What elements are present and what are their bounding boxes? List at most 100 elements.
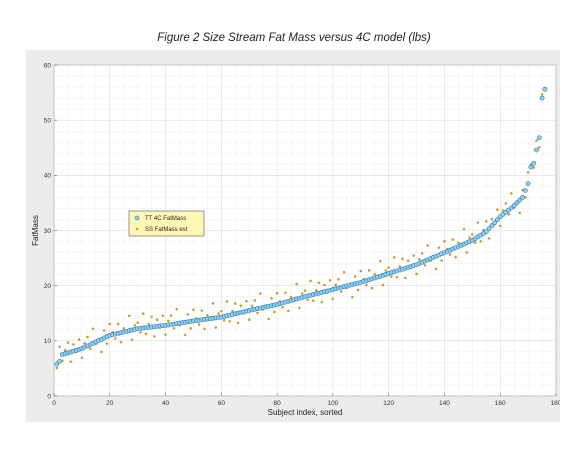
legend-marker-tt-4c	[134, 215, 140, 221]
tt-4c-point	[492, 220, 498, 226]
ss-estimate-point	[479, 240, 483, 243]
ss-estimate-point	[404, 276, 407, 280]
ss-estimate-point	[451, 238, 455, 241]
figure-title: Figure 2 Size Stream Fat Mass versus 4C …	[157, 32, 431, 44]
ss-estimate-point	[384, 269, 388, 272]
scatter-chart: 0 20 40 60 80 100 120 140 160 180 0 10 20 30 40 50 60 Su…	[31, 62, 560, 417]
ss-estimate-point	[100, 350, 103, 354]
y-tick-label: 30	[44, 228, 52, 235]
ss-estimate-point	[192, 308, 195, 312]
ss-estimate-point	[370, 286, 374, 290]
ss-estimate-point	[186, 313, 190, 316]
tt-4c-point	[522, 188, 528, 193]
legend: TT 4C FatMass SS FatMass est	[128, 210, 205, 237]
ss-estimate-point	[295, 282, 298, 286]
ss-estimate-point	[484, 220, 488, 223]
x-tick-label: 140	[439, 400, 450, 407]
ss-estimate-point	[378, 259, 382, 263]
x-tick-label: 120	[383, 400, 394, 407]
ss-estimate-point	[203, 327, 206, 331]
ss-estimate-point	[457, 241, 460, 245]
ss-estimate-point	[139, 331, 142, 334]
ss-estimate-point	[58, 345, 61, 349]
ss-estimate-point	[395, 275, 399, 279]
ss-estimate-point	[314, 289, 318, 292]
ss-estimate-point	[473, 241, 477, 244]
ss-estimate-point	[91, 327, 95, 331]
ss-estimate-point	[434, 267, 438, 271]
ss-estimate-point	[398, 265, 402, 268]
tt-4c-point	[539, 95, 545, 101]
ss-estimate-point	[440, 259, 443, 263]
ss-estimate-point	[136, 321, 139, 325]
ss-estimate-point	[197, 323, 201, 326]
ss-estimate-point	[406, 259, 410, 263]
ss-estimate-point	[507, 213, 510, 216]
ss-estimate-point	[102, 329, 106, 332]
ss-estimate-point	[501, 209, 505, 212]
ss-estimate-point	[155, 318, 159, 322]
ss-estimate-point	[390, 275, 393, 278]
x-tick-label: 20	[106, 400, 114, 407]
ss-estimate-point	[420, 252, 424, 255]
x-tick-label: 100	[327, 400, 338, 407]
x-tick-label: 80	[273, 400, 281, 407]
ss-estimate-point	[510, 192, 513, 195]
ss-estimate-point	[498, 224, 502, 228]
ss-estimate-point	[189, 327, 192, 330]
ss-estimate-point	[454, 255, 457, 259]
tt-4c-point	[542, 86, 548, 92]
tt-4c-point	[514, 200, 520, 206]
ss-estimate-point	[303, 289, 307, 293]
ss-estimate-point	[270, 296, 273, 300]
tt-4c-point	[511, 203, 517, 209]
ss-estimate-point	[353, 275, 357, 278]
ss-estimate-point	[309, 279, 312, 283]
y-tick-label: 50	[44, 117, 52, 124]
tt-4c-point	[525, 181, 531, 186]
ss-estimate-point	[108, 322, 112, 326]
ss-estimate-point	[259, 292, 262, 295]
ss-estimate-point	[462, 227, 466, 231]
ss-estimate-point	[105, 342, 109, 345]
axes: 0 20 40 60 80 100 120 140 160 180 0 10 20 30 40 50 60	[44, 62, 560, 407]
ss-estimate-point	[526, 171, 530, 174]
ss-estimate-point	[172, 327, 176, 330]
ss-estimate-point	[116, 322, 120, 326]
ss-estimate-point	[141, 312, 145, 315]
ss-estimate-point	[317, 281, 321, 285]
tt-4c-point	[54, 361, 60, 367]
ss-estimate-point	[267, 317, 271, 321]
ss-estimate-point	[55, 366, 59, 370]
ss-estimate-point	[284, 291, 287, 295]
ss-estimate-point	[465, 251, 469, 254]
ss-estimate-point	[518, 211, 522, 215]
ss-estimate-point	[253, 299, 257, 302]
ss-estimate-point	[323, 283, 326, 287]
ss-estimate-point	[356, 288, 360, 292]
ss-estimate-point	[476, 221, 480, 224]
ss-estimate-point	[312, 299, 315, 303]
y-tick-label: 0	[47, 393, 51, 400]
tt-4c-point	[536, 135, 542, 141]
ss-estimate-point	[415, 272, 418, 276]
ss-estimate-point	[147, 322, 151, 326]
ss-estimate-point	[169, 314, 173, 317]
ss-estimate-point	[331, 297, 335, 301]
ss-estimate-point	[339, 290, 343, 293]
ss-estimate-point	[471, 233, 474, 236]
ss-estimate-point	[133, 324, 137, 327]
ss-estimate-point	[496, 208, 499, 212]
ss-estimate-point	[83, 341, 86, 345]
ss-estimate-point	[412, 254, 416, 257]
ss-estimate-point	[88, 347, 92, 351]
ss-estimate-point	[153, 335, 156, 338]
ss-estimate-point	[392, 256, 396, 259]
ss-estimate-point	[206, 314, 209, 317]
ss-estimate-point	[423, 264, 427, 267]
ss-estimate-point	[245, 299, 248, 303]
ss-estimate-point	[448, 253, 452, 256]
legend-entry-tt-4c: TT 4C FatMass	[145, 216, 186, 222]
x-axis-label: Subject index, sorted	[268, 408, 343, 417]
ss-estimate-point	[72, 343, 75, 346]
